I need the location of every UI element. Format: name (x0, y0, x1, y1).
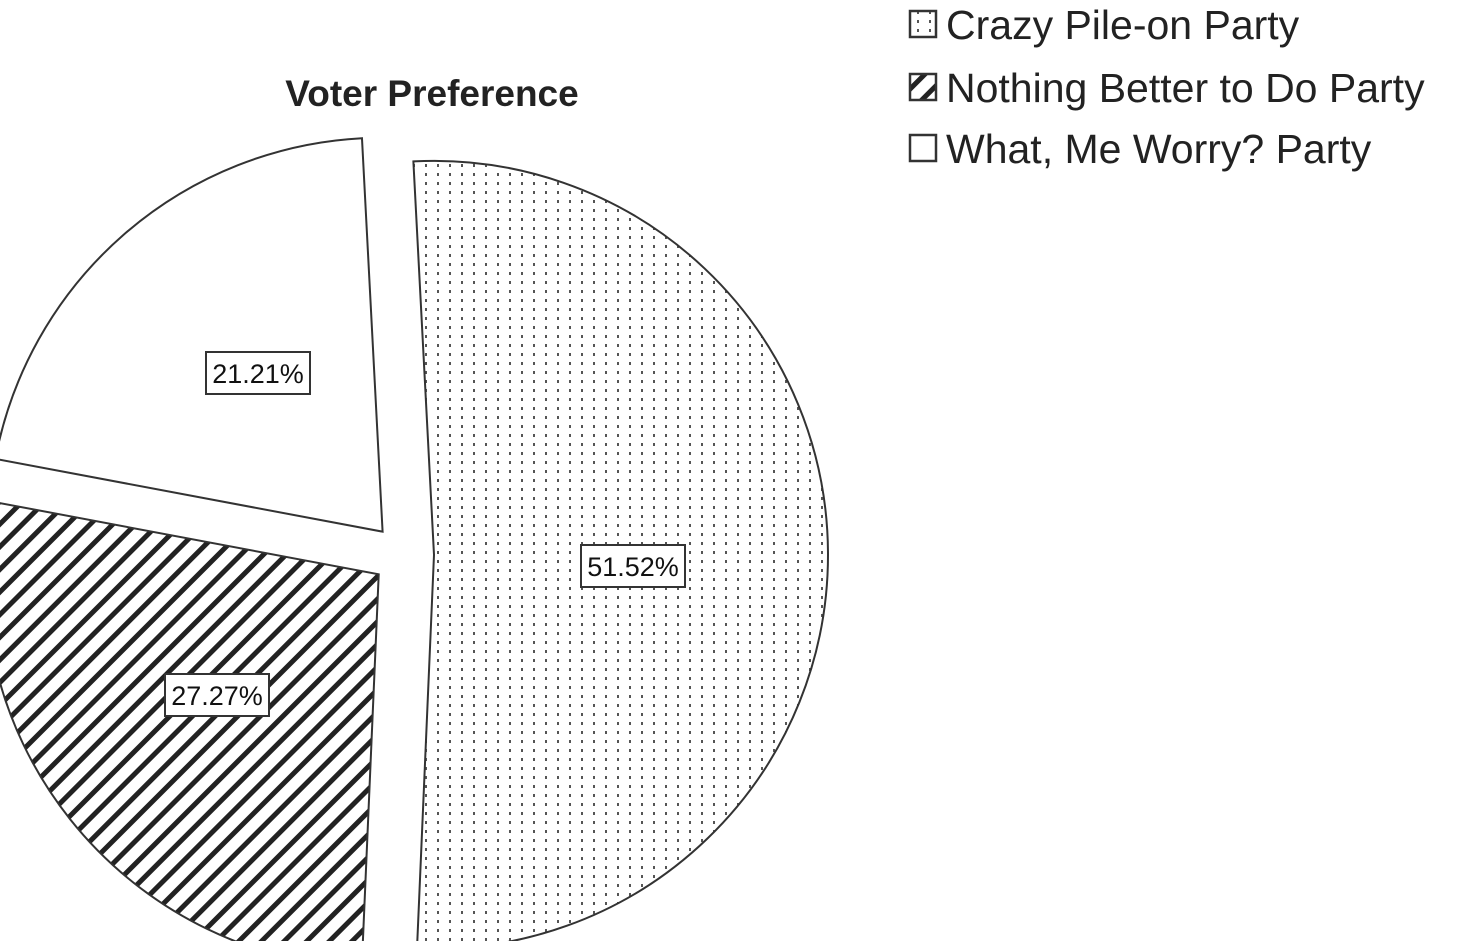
data-label-box-1 (580, 544, 686, 588)
legend-swatch-2 (908, 72, 938, 102)
legend-label-3: What, Me Worry? Party (946, 126, 1372, 172)
pie-slice-2 (0, 502, 380, 941)
data-label-box-3 (205, 351, 311, 395)
data-label-3: 21.21% (212, 359, 304, 389)
pie-data-labels: 51.52% 27.27% 21.21% (164, 351, 686, 717)
pie-slice-3 (0, 137, 384, 533)
pie-slices (0, 137, 829, 941)
legend: Crazy Pile-on Party Nothing Better to Do … (908, 2, 1425, 172)
legend-swatch-1 (908, 9, 938, 39)
legend-label-1: Crazy Pile-on Party (946, 2, 1300, 48)
data-label-box-2 (164, 673, 270, 717)
chart-title: Voter Preference (285, 73, 578, 114)
data-label-2: 27.27% (171, 681, 263, 711)
legend-label-2: Nothing Better to Do Party (946, 65, 1425, 111)
data-label-1: 51.52% (587, 552, 679, 582)
legend-swatch-3 (908, 133, 938, 163)
